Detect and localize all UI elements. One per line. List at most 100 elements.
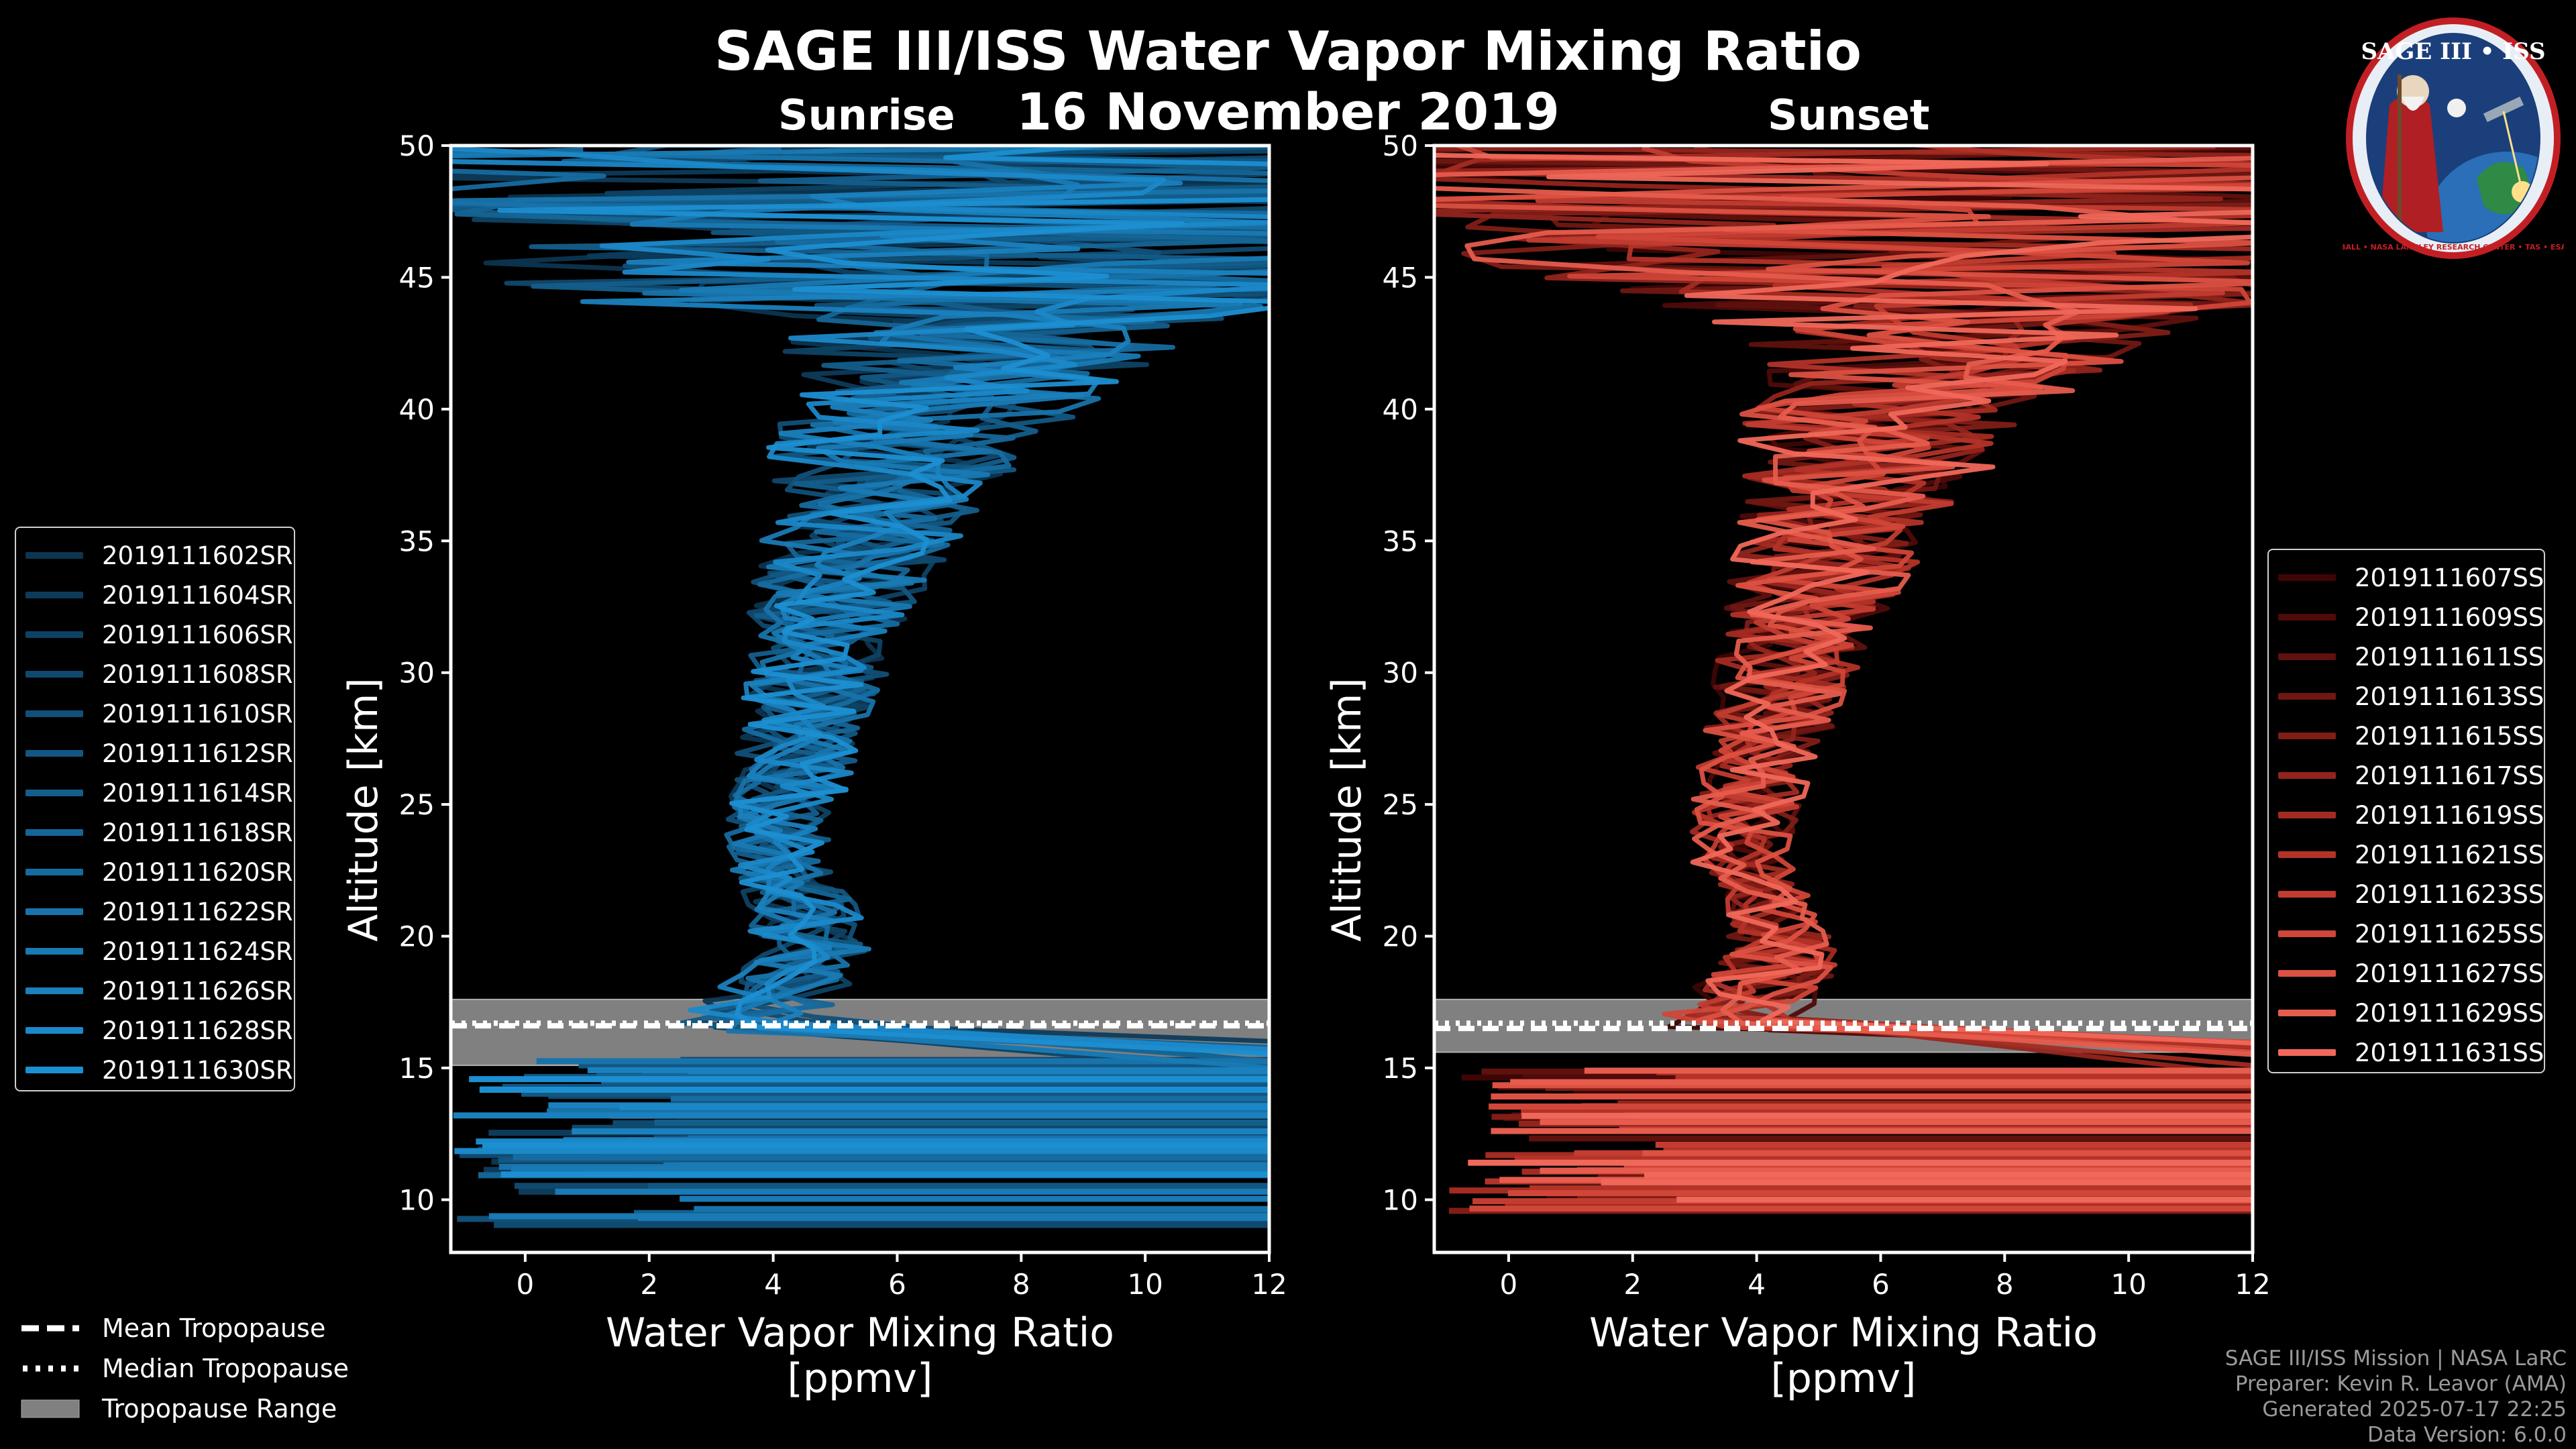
legend-label: 2019111612SR [102,739,293,768]
x-tick-label: 8 [1996,1268,2014,1301]
legend-swatch [2278,970,2336,977]
legend-swatch [25,592,83,598]
credit-version: Data Version: 6.0.0 [2367,1423,2567,1447]
profile-line [614,146,1269,1070]
x-tick-label: 6 [888,1268,906,1301]
x-axis-label: [ppmv] [1771,1355,1917,1402]
x-tick-label: 12 [2235,1268,2270,1301]
y-tick-label: 40 [399,393,435,426]
x-tick-label: 0 [1500,1268,1518,1301]
legend-label: 2019111614SR [102,778,293,808]
median-tropopause-label: Median Tropopause [102,1354,349,1383]
legend-entry: 2019111606SR [16,615,293,654]
legend-entry: 2019111626SR [16,971,293,1010]
tropopause-range-label: Tropopause Range [102,1394,337,1424]
legend-entry: 2019111602SR [16,536,293,575]
legend-label: 2019111629SS [2355,998,2544,1028]
legend-label: 2019111606SR [102,620,293,649]
axes-frame [449,144,1271,1254]
legend-swatch [2278,851,2336,858]
y-tick-label: 45 [1383,261,1418,294]
legend-entry: 2019111623SS [2269,875,2544,914]
x-axis-label: Water Vapor Mixing Ratio [606,1309,1114,1356]
legend-entry: 2019111607SS [2269,558,2544,597]
legend-swatch [25,908,83,915]
profile-line [1434,175,2253,1055]
legend-tropopause-range: Tropopause Range [20,1389,349,1429]
sunset-plot: 0 2 4 6 8 10 12 10 15 20 25 30 35 40 45 50 Water Vapor M… [1324,129,2271,1402]
legend-label: 2019111631SS [2355,1038,2544,1067]
y-tick-label: 25 [399,788,435,821]
y-tick-label: 35 [1383,525,1418,557]
legend-label: 2019111610SR [102,699,293,729]
legend-label: 2019111620SR [102,857,293,887]
legend-label: 2019111628SR [102,1016,293,1045]
legend-entry: 2019111608SR [16,655,293,694]
legend-entry: 2019111631SS [2269,1033,2544,1072]
legend-entry: 2019111630SR [16,1051,293,1089]
legend-swatch [25,829,83,836]
legend-label: 2019111627SS [2355,959,2544,988]
legend-label: 2019111609SS [2355,602,2544,632]
legend-mean-tropopause: Mean Tropopause [20,1308,349,1348]
legend-label: 2019111630SR [102,1055,293,1085]
y-axis-label: Altitude [km] [340,678,387,942]
legend-entry: 2019111624SR [16,932,293,971]
series-2019111630SR [469,146,1269,1178]
legend-swatch [25,987,83,994]
legend-swatch [2278,614,2336,621]
legend-entry: 2019111615SS [2269,716,2544,755]
y-tick-label: 35 [399,525,435,557]
mean-tropopause-label: Mean Tropopause [102,1313,326,1343]
y-tick-label: 30 [1383,657,1418,690]
dashed-line-icon [21,1325,79,1332]
legend-entry: 2019111610SR [16,694,293,733]
legend-label: 2019111604SR [102,580,293,610]
series-2019111631SS [1434,152,2253,1203]
legend-label: 2019111625SS [2355,919,2544,949]
legend-median-tropopause: Median Tropopause [20,1348,349,1389]
chart-date: 16 November 2019 [1016,82,1560,142]
profile-line [451,146,1269,1053]
x-tick-label: 4 [764,1268,782,1301]
y-tick-label: 25 [1383,788,1418,821]
profile-line [497,146,1269,1057]
legend-entry: 2019111621SS [2269,835,2544,874]
legend-swatch [25,790,83,796]
y-tick-label: 10 [1383,1183,1418,1216]
legend-swatch [25,552,83,559]
credits: SAGE III/ISS Mission | NASA LaRC Prepare… [2225,1346,2567,1448]
sunrise-plot: 0 2 4 6 8 10 12 10 15 20 25 30 35 40 45 50 Water Vapor M… [340,129,1287,1402]
logo-ring-text: BALL • NASA LANGLEY RESEARCH CENTER • TA… [2343,243,2564,252]
y-tick-label: 50 [1383,129,1418,162]
legend-swatch [25,710,83,717]
legend-label: 2019111622SR [102,897,293,926]
sunrise-label: Sunrise [778,91,955,140]
x-tick-label: 6 [1872,1268,1890,1301]
legend-label: 2019111624SR [102,936,293,966]
legend-label: 2019111608SR [102,659,293,689]
legend-swatch [2278,1010,2336,1016]
y-tick-label: 15 [399,1052,435,1085]
legend-entry: 2019111628SR [16,1011,293,1050]
legend-swatch [2278,1049,2336,1056]
x-tick-label: 4 [1748,1268,1766,1301]
legend-entry: 2019111625SS [2269,914,2544,953]
legend-swatch [2278,812,2336,818]
legend-entry: 2019111612SR [16,734,293,773]
credit-generated: Generated 2025-07-17 22:25 [2262,1397,2567,1421]
legend-entry: 2019111604SR [16,576,293,614]
profile-lines [1434,146,2253,1214]
profile-line [1434,152,2253,1046]
axes-frame [1432,144,2255,1254]
legend-swatch [2278,733,2336,739]
x-tick-label: 2 [640,1268,658,1301]
legend-label: 2019111607SS [2355,563,2544,592]
x-tick-label: 0 [517,1268,535,1301]
legend-label: 2019111602SR [102,541,293,570]
legend-swatch [2278,772,2336,779]
tropopause-legend: Mean Tropopause Median Tropopause Tropop… [20,1308,349,1429]
y-tick-label: 50 [399,129,435,162]
legend-entry: 2019111620SR [16,853,293,892]
